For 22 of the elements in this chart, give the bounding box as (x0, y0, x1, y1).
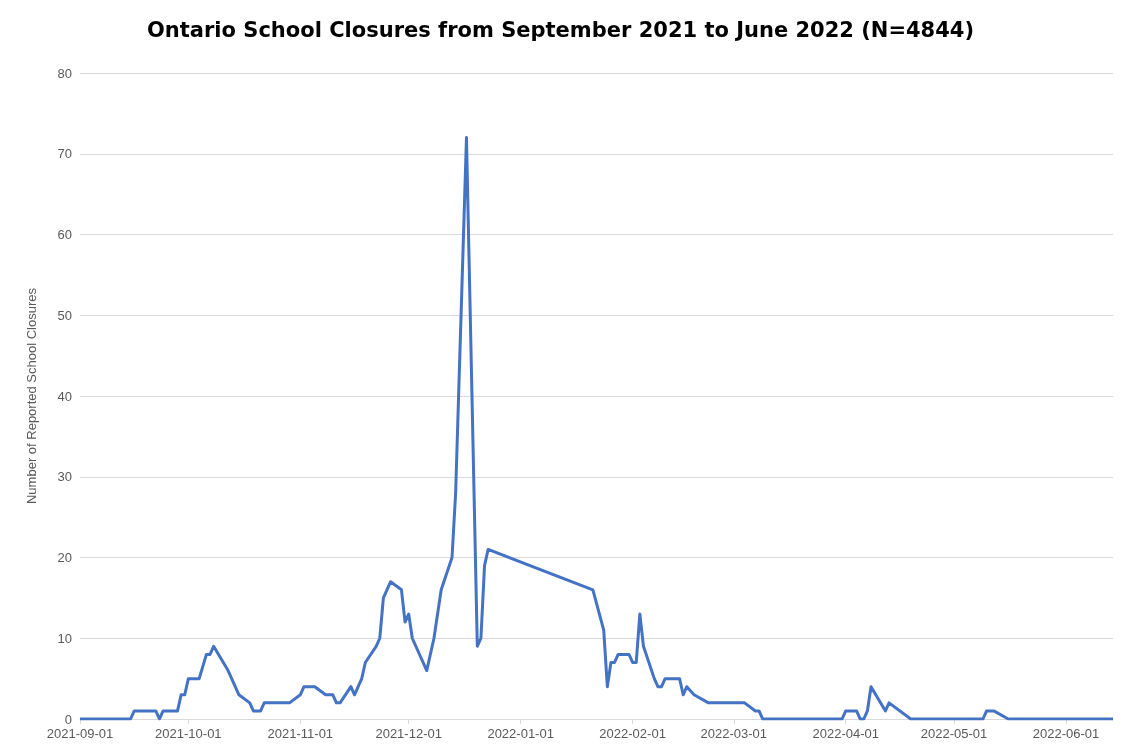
x-tick-label: 2021-10-01 (155, 726, 222, 741)
y-tick-label: 60 (57, 227, 72, 242)
y-tick-label: 50 (57, 307, 72, 323)
x-tick-label: 2022-04-01 (812, 726, 879, 741)
x-tick-label: 2021-12-01 (375, 726, 442, 741)
y-tick-label: 70 (57, 146, 72, 162)
x-tick-label: 2022-06-01 (1032, 726, 1100, 741)
y-tick-label: 30 (57, 469, 72, 485)
y-tick-label: 80 (57, 65, 72, 81)
x-tick-label: 2022-02-01 (599, 726, 666, 741)
chart-title: Ontario School Closures from September 2021 to June 2022 (N=4844) (146, 17, 975, 42)
x-tick-label: 2021-09-01 (46, 726, 114, 741)
y-tick-label: 0 (64, 711, 72, 727)
x-tick-label: 2022-03-01 (700, 726, 767, 741)
y-tick-label: 10 (57, 630, 72, 646)
y-axis-title: Number of Reported School Closures (24, 287, 39, 505)
y-tick-label: 20 (57, 550, 72, 565)
line-series (78, 136, 1115, 721)
x-tick-label: 2022-01-01 (487, 726, 554, 741)
y-tick-label: 40 (57, 388, 72, 404)
x-tick-label: 2021-11-01 (267, 726, 334, 741)
x-tick-label: 2022-05-01 (920, 726, 988, 741)
